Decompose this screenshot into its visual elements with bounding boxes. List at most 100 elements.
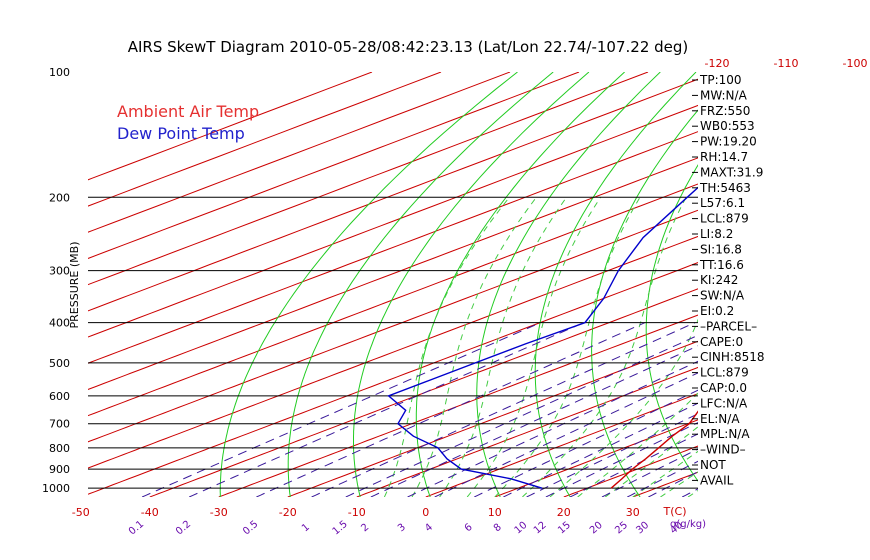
isotherm-line [563, 445, 698, 497]
moist-adiabat-line [411, 197, 537, 497]
index-label: EI:0.2 [700, 304, 734, 318]
temperature-unit-label: T(C) [663, 505, 687, 518]
mixing-ratio-unit-label: q(g/kg) [670, 519, 706, 530]
mixing-ratio-line [345, 334, 698, 497]
pressure-tick-label: 100 [49, 66, 70, 79]
index-label: –WIND– [700, 443, 746, 457]
dry-adiabat-line [219, 72, 518, 497]
mixing-ratio-line [627, 460, 698, 497]
moist-adiabat-line [660, 471, 698, 497]
mixing-ratio-tick-label: 30 [634, 520, 651, 537]
moist-adiabat-line [439, 197, 567, 497]
dewpoint-curve [387, 186, 698, 489]
pressure-tick-label: 800 [49, 442, 70, 455]
dry-adiabat-line [476, 72, 661, 497]
index-label: RH:14.7 [700, 150, 748, 164]
mixing-ratio-tick-label: 10 [513, 520, 530, 537]
index-label: LI:8.2 [700, 227, 733, 241]
pressure-tick-label: 500 [49, 357, 70, 370]
mixing-ratio-tick-label: 0.5 [241, 519, 260, 538]
index-label: WB0:553 [700, 119, 755, 133]
index-label: MPL:N/A [700, 427, 750, 441]
index-label: CINH:8518 [700, 350, 765, 364]
isobar-lines [88, 196, 698, 489]
mixing-ratio-line [407, 360, 698, 497]
isotherm-line [88, 104, 698, 338]
isotherm-line [425, 393, 698, 497]
pressure-tick-label: 900 [49, 463, 70, 476]
mixing-ratio-line [256, 322, 646, 497]
dry-adiabat-line [591, 109, 698, 497]
moist-adiabat-line [494, 197, 641, 497]
bottom-temp-tick-label: 10 [488, 506, 502, 519]
pressure-tick-label: 300 [49, 265, 70, 278]
index-label: PW:19.20 [700, 135, 757, 149]
isotherm-line [771, 72, 870, 497]
mixing-ratio-line [545, 422, 698, 497]
y-axis-label: PRESSURE (MB) [68, 242, 81, 329]
isotherm-line [287, 340, 698, 497]
mixing-ratio-tick-label: 12 [532, 520, 549, 537]
mixing-ratio-tick-label: 0.2 [174, 519, 193, 538]
isotherm-line [88, 209, 698, 443]
bottom-temp-tick-label: -10 [348, 506, 366, 519]
mixing-ratio-line [503, 402, 698, 497]
mixing-ratio-tick-label: 20 [588, 520, 605, 537]
mixing-ratio-line [474, 389, 698, 497]
pressure-tick-label: 600 [49, 390, 70, 403]
index-label: KI:242 [700, 273, 738, 287]
index-label: L57:6.1 [700, 196, 745, 210]
isotherm-line [218, 314, 698, 497]
dry-adiabat-line [415, 72, 625, 497]
legend-ambient-air-temp: Ambient Air Temp [117, 102, 259, 121]
isotherm-line [88, 183, 698, 417]
mixing-ratio-tick-label: 1.5 [331, 519, 350, 538]
bottom-temperature-axis: -50 -40 -30 -20 -10 0 10 20 30 [72, 506, 640, 519]
bottom-temp-tick-label: -50 [72, 506, 90, 519]
index-label: LCL:879 [700, 366, 749, 380]
index-label: TT:16.6 [699, 258, 744, 272]
bottom-temp-tick-label: 0 [422, 506, 429, 519]
index-label: MW:N/A [700, 88, 748, 102]
top-temp-tick-label: -110 [774, 57, 799, 70]
index-label: CAP:0.0 [700, 381, 747, 395]
mixing-ratio-tick-label: 3 [396, 522, 408, 535]
index-label: LCL:879 [700, 212, 749, 226]
index-label: NOT [700, 458, 726, 472]
index-label: SI:16.8 [700, 242, 742, 256]
dry-adiabat-line [800, 72, 870, 497]
top-temp-tick-label: -100 [843, 57, 868, 70]
dry-adiabat-line [848, 72, 870, 497]
background-grid [88, 72, 870, 497]
bottom-temp-tick-label: 30 [626, 506, 640, 519]
mixing-ratio-tick-label: 15 [556, 520, 573, 537]
index-label: CAPE:0 [700, 335, 743, 349]
pressure-tick-label: 200 [49, 191, 70, 204]
isotherm-line [88, 72, 580, 259]
isotherm-line [149, 288, 698, 497]
mixing-ratio-tick-label: 25 [613, 520, 630, 537]
index-label: LFC:N/A [700, 396, 748, 410]
moist-adiabat-line [632, 450, 698, 497]
isotherm-line [494, 419, 698, 497]
pressure-tick-label: 400 [49, 317, 70, 330]
index-label: –PARCEL– [700, 319, 757, 333]
index-label: TH:5463 [699, 181, 751, 195]
isotherm-line [88, 72, 649, 286]
index-label: FRZ:550 [700, 104, 750, 118]
dry-adiabat-line [287, 72, 554, 497]
temperature-curve [610, 410, 698, 489]
legend-dew-point-temp: Dew Point Temp [117, 124, 245, 143]
pressure-axis: 100 200 300 400 500 600 700 800 900 1000 [42, 66, 70, 495]
moist-adiabat-line [549, 318, 698, 497]
mixing-ratio-line [188, 322, 584, 497]
dry-adiabat-line [534, 72, 697, 497]
index-label: AVAIL [700, 473, 734, 487]
mixing-ratio-line [141, 322, 541, 497]
mixing-ratio-line [434, 372, 698, 497]
bottom-temp-tick-label: -40 [141, 506, 159, 519]
index-label: SW:N/A [700, 289, 745, 303]
isotherm-line [88, 235, 698, 469]
bottom-temp-tick-label: -30 [210, 506, 228, 519]
moist-adiabat-line [604, 426, 698, 497]
